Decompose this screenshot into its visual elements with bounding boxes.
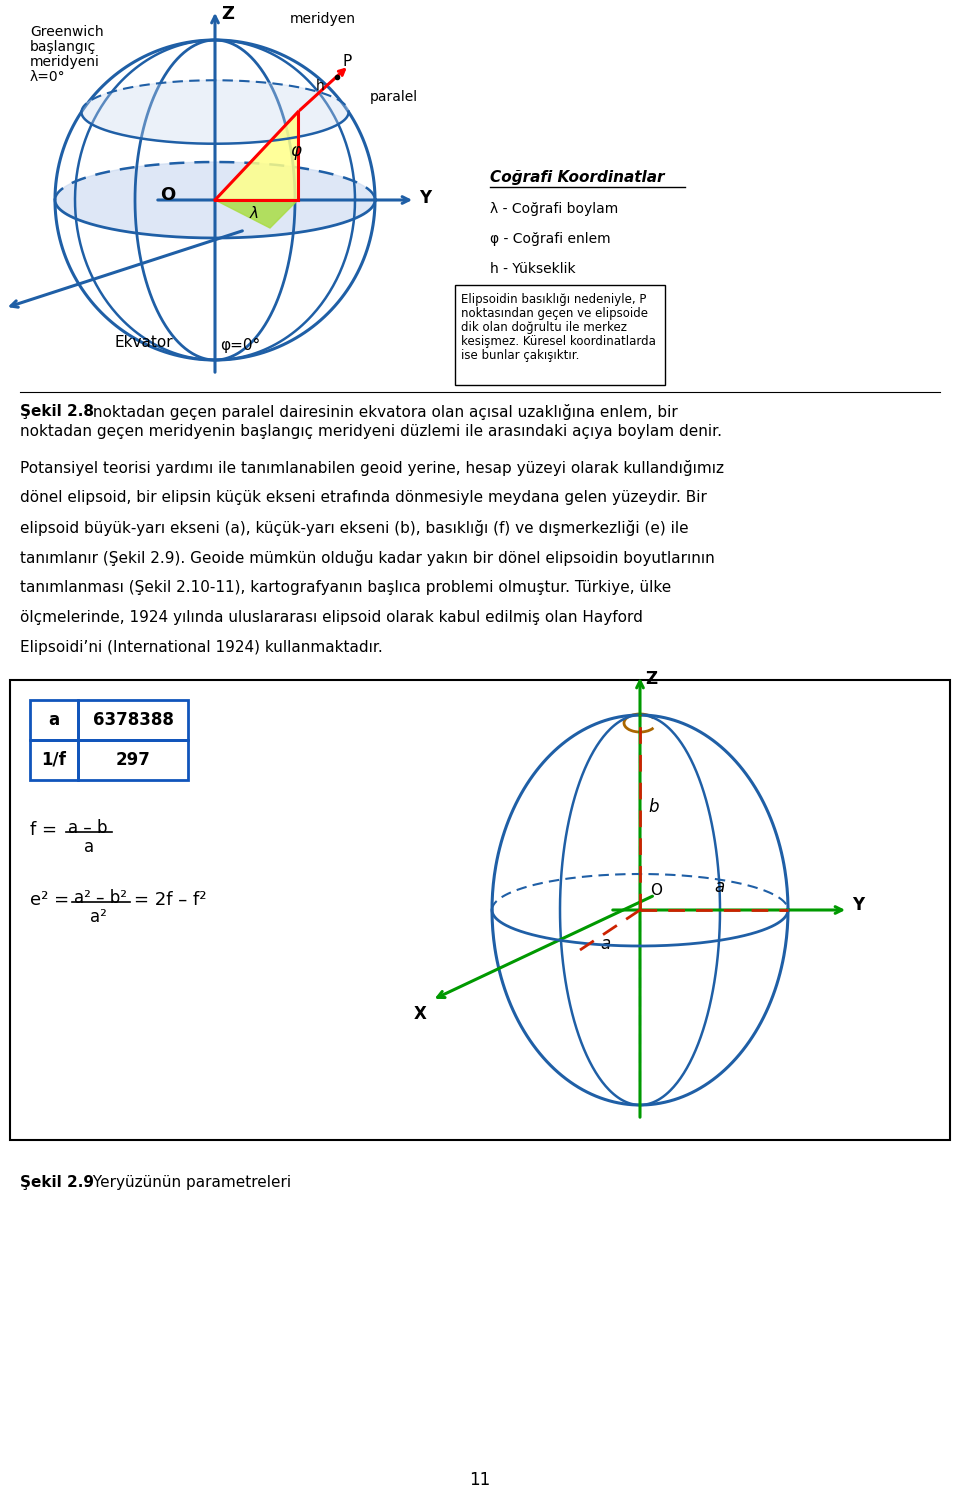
Text: başlangıç: başlangıç [30, 39, 96, 54]
Text: Potansiyel teorisi yardımı ile tanımlanabilen geoid yerine, hesap yüzeyi olarak : Potansiyel teorisi yardımı ile tanımlana… [20, 461, 724, 476]
Text: P: P [343, 54, 352, 69]
Text: ölçmelerinde, 1924 yılında uluslararası elipsoid olarak kabul edilmiş olan Hayfo: ölçmelerinde, 1924 yılında uluslararası … [20, 610, 643, 625]
Text: tanımlanır (Şekil 2.9). Geoide mümkün olduğu kadar yakın bir dönel elipsoidin bo: tanımlanır (Şekil 2.9). Geoide mümkün ol… [20, 550, 715, 566]
Text: a: a [600, 935, 611, 953]
Text: Elipsoidi’ni (International 1924) kullanmaktadır.: Elipsoidi’ni (International 1924) kullan… [20, 640, 383, 655]
Text: a: a [714, 877, 724, 895]
Text: a: a [48, 711, 60, 729]
Text: O: O [160, 186, 176, 204]
Text: X: X [414, 1006, 427, 1022]
Text: φ: φ [290, 142, 300, 160]
Text: Şekil 2.9: Şekil 2.9 [20, 1175, 94, 1190]
Text: Şekil 2.8: Şekil 2.8 [20, 405, 94, 418]
Text: Z: Z [221, 5, 234, 23]
Text: a² – b²: a² – b² [74, 889, 127, 908]
Text: meridyen: meridyen [290, 12, 356, 26]
Text: φ=0°: φ=0° [220, 338, 260, 353]
Text: noktadan geçen meridyenin başlangıç meridyeni düzlemi ile arasındaki açıya boyla: noktadan geçen meridyenin başlangıç meri… [20, 424, 722, 439]
Text: a²: a² [90, 908, 107, 926]
Text: dik olan doğrultu ile merkez: dik olan doğrultu ile merkez [461, 322, 627, 334]
Text: λ - Coğrafi boylam: λ - Coğrafi boylam [490, 202, 618, 216]
Text: Z: Z [645, 670, 658, 689]
Bar [78, 701, 188, 740]
Text: λ=0°: λ=0° [30, 69, 65, 85]
Bar [10, 680, 950, 1140]
Polygon shape [215, 199, 298, 228]
Text: paralel: paralel [370, 91, 419, 104]
Text: Elipsoidin basıklığı nedeniyle, P: Elipsoidin basıklığı nedeniyle, P [461, 293, 646, 307]
Text: h - Yükseklik: h - Yükseklik [490, 263, 576, 276]
Text: a – b: a – b [68, 818, 108, 837]
Text: noktasından geçen ve elipsoide: noktasından geçen ve elipsoide [461, 307, 648, 320]
Text: kesişmez. Küresel koordinatlarda: kesişmez. Küresel koordinatlarda [461, 335, 656, 347]
Text: O: O [650, 883, 662, 898]
Text: Y: Y [852, 895, 864, 914]
Text: e² =: e² = [30, 891, 69, 909]
Text: Ekvator: Ekvator [115, 335, 174, 350]
Text: φ - Coğrafi enlem: φ - Coğrafi enlem [490, 233, 611, 246]
Text: Greenwich: Greenwich [30, 26, 104, 39]
Polygon shape [215, 112, 298, 199]
Text: b: b [648, 799, 659, 817]
Text: 6378388: 6378388 [92, 711, 174, 729]
Bar [455, 285, 665, 385]
Text: f =: f = [30, 821, 57, 840]
Text: λ: λ [250, 205, 259, 220]
Bar [30, 740, 78, 781]
Text: a: a [84, 838, 94, 856]
Text: = 2f – f²: = 2f – f² [134, 891, 206, 909]
Bar [30, 701, 78, 740]
Text: 297: 297 [115, 750, 151, 769]
Text: 1/f: 1/f [41, 750, 66, 769]
Bar [78, 740, 188, 781]
Text: dönel elipsoid, bir elipsin küçük ekseni etrafında dönmesiyle meydana gelen yüze: dönel elipsoid, bir elipsin küçük ekseni… [20, 491, 707, 504]
Text: noktadan geçen paralel dairesinin ekvatora olan açısal uzaklığına enlem, bir: noktadan geçen paralel dairesinin ekvato… [88, 405, 678, 420]
Text: Coğrafi Koordinatlar: Coğrafi Koordinatlar [490, 171, 664, 186]
Text: h: h [316, 79, 324, 92]
Text: Yeryüzünün parametreleri: Yeryüzünün parametreleri [88, 1175, 291, 1190]
Text: elipsoid büyük-yarı ekseni (a), küçük-yarı ekseni (b), basıklığı (f) ve dışmerke: elipsoid büyük-yarı ekseni (a), küçük-ya… [20, 519, 688, 536]
Text: Y: Y [419, 189, 431, 207]
Text: ise bunlar çakışıktır.: ise bunlar çakışıktır. [461, 349, 580, 362]
Polygon shape [82, 80, 348, 143]
Text: 11: 11 [469, 1471, 491, 1489]
Text: tanımlanması (Şekil 2.10-11), kartografyanın başlıca problemi olmuştur. Türkiye,: tanımlanması (Şekil 2.10-11), kartografy… [20, 580, 671, 595]
Text: meridyeni: meridyeni [30, 54, 100, 69]
Polygon shape [55, 162, 375, 239]
